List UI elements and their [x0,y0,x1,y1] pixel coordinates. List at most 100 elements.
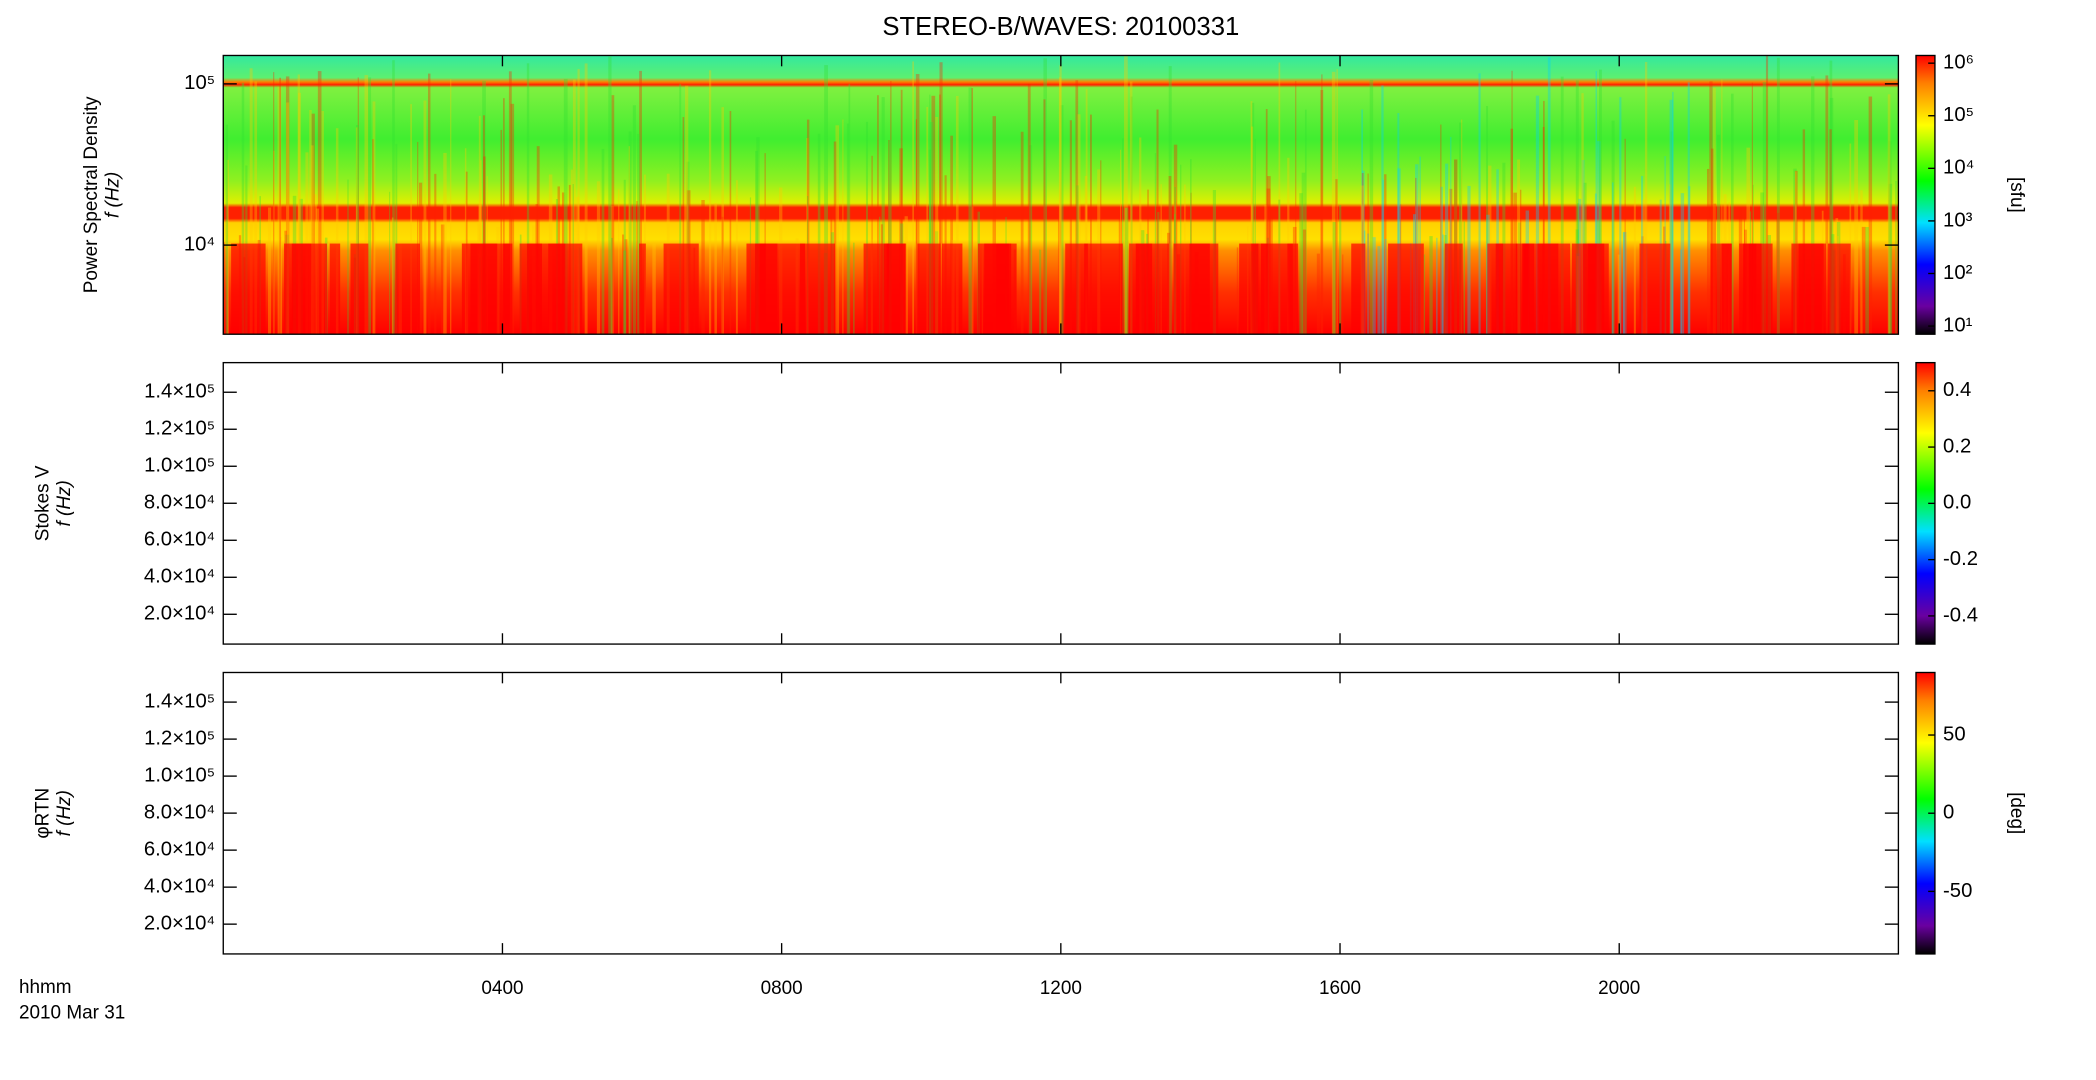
texture-streak [636,201,638,335]
colorbar-label: [deg] [2006,792,2027,834]
texture-streak [1342,254,1344,335]
texture-streak [1304,109,1307,335]
texture-streak [935,116,939,335]
texture-streak [417,141,419,335]
texture-block [329,243,341,335]
y-axis-label: f (Hz) [103,172,124,218]
texture-streak [968,87,972,335]
texture-streak [1560,76,1564,335]
texture-streak [1829,97,1834,335]
texture-streak [1716,134,1721,335]
texture-streak [939,94,941,335]
texture-streak [357,77,359,335]
texture-streak [1644,62,1648,335]
y-tick-label: 6.0×10⁴ [144,529,215,551]
texture-block [1065,243,1088,335]
x-tick-label: 1600 [1319,978,1361,999]
texture-streak [1236,247,1239,335]
texture-streak [890,80,892,335]
texture-streak [1478,73,1481,335]
texture-streak [729,110,732,335]
texture-streak [1020,131,1024,335]
texture-streak [584,63,588,335]
y-tick-label: 1.0×10⁵ [144,455,215,477]
texture-block [1444,243,1463,335]
texture-streak [305,152,309,335]
texture-streak [1075,80,1079,335]
texture-streak [1077,114,1081,335]
colorbar-tick-label: 0.0 [1943,492,1971,514]
spectrogram-texture [223,55,1897,335]
texture-streak [1381,85,1384,335]
texture-streak [427,73,431,335]
texture-streak [881,97,885,335]
texture-streak [1316,253,1320,335]
texture-streak [992,116,997,335]
texture-streak [347,179,349,335]
texture-streak [915,74,920,335]
texture-streak [835,125,840,335]
texture-streak [1332,222,1337,335]
texture-streak [637,133,641,335]
texture-streak [971,206,974,335]
texture-streak [1369,79,1374,335]
texture-streak [321,110,324,335]
colorbar-tick-label: 0.2 [1943,435,1971,457]
texture-block [1582,243,1605,335]
texture-block [984,243,1009,335]
texture-streak [1633,186,1636,335]
texture-block [1710,243,1732,335]
texture-streak [888,139,890,335]
texture-streak [1865,227,1869,335]
texture-streak [508,71,512,335]
texture-streak [464,148,467,335]
texture-streak [1331,71,1336,335]
texture-streak [298,92,302,335]
texture-streak [1860,190,1863,335]
texture-streak [536,146,540,335]
texture-streak [280,236,283,335]
texture-streak [865,121,869,335]
texture-streak [955,96,959,335]
texture-streak [735,180,738,335]
texture-streak [1429,236,1433,335]
texture-streak [817,133,821,335]
texture-streak [355,125,359,335]
texture-streak [888,140,892,335]
texture-streak [1510,128,1514,335]
texture-streak [1321,74,1323,335]
texture-streak [806,119,810,335]
texture-streak [1597,141,1601,335]
texture-streak [309,109,312,335]
texture-streak [939,62,943,335]
texture-streak [1829,129,1832,335]
texture-streak [1680,249,1682,335]
texture-streak [1861,226,1866,335]
texture-streak [273,72,275,335]
texture-streak [806,138,809,335]
texture-streak [1854,119,1859,335]
texture-streak [1372,237,1376,335]
colorbar-tick-label: 10² [1943,262,1973,284]
texture-streak [279,77,281,335]
texture-streak [1060,105,1064,335]
texture-streak [1168,66,1172,335]
y-tick-label: 10⁵ [184,72,215,94]
texture-streak [1622,232,1625,335]
texture-streak [926,106,929,335]
axes-frame [222,361,1900,645]
y-tick-label: 1.4×10⁵ [144,690,215,712]
texture-streak [611,95,615,335]
texture-block [1791,243,1824,335]
texture-streak [1459,122,1463,335]
texture-streak [311,113,315,335]
y-tick-label: 1.2×10⁵ [144,418,215,440]
colorbar-tick-label: 10⁶ [1943,52,1974,74]
texture-streak [1811,76,1815,335]
texture-streak [1168,176,1172,335]
texture-streak [335,128,339,335]
texture-streak [1543,100,1545,335]
texture-block [755,243,778,335]
texture-streak [1751,82,1753,335]
texture-streak [1895,180,1897,335]
